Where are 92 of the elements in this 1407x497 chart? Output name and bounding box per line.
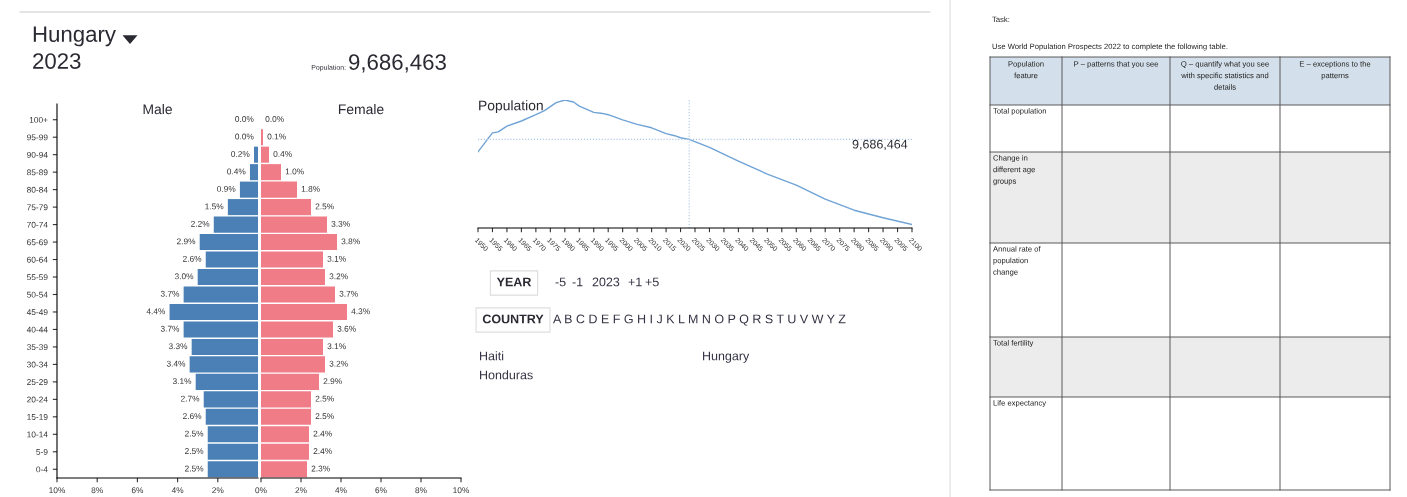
data-label: 0.0%	[265, 116, 284, 122]
data-label: 3.4%	[166, 360, 186, 367]
data-label: 2.6%	[183, 413, 202, 420]
text: +1	[628, 277, 642, 287]
y-tick-label: 95-99	[27, 134, 48, 141]
data-label: 0.4%	[227, 168, 246, 175]
data-label: 3.8%	[341, 238, 360, 245]
y-tick-label: 75-79	[27, 204, 48, 211]
y-tick-label: 70-74	[27, 221, 48, 228]
text: 2023	[33, 53, 81, 69]
text: A B C D E F G H I J K L M N O P Q R S T U V W Y Z	[553, 314, 846, 326]
data-label: 2.5%	[315, 203, 334, 210]
data-label: 2.3%	[311, 465, 330, 472]
x-tick-label: 10%	[49, 487, 66, 494]
x-tick-label: 6%	[375, 487, 387, 494]
data-label: 3.0%	[174, 273, 194, 280]
data-label: 2.6%	[183, 255, 202, 262]
y-tick-label: 85-89	[27, 169, 48, 176]
data-label: 2.5%	[315, 413, 334, 420]
text: +5	[645, 277, 659, 287]
data-label: 0.0%	[235, 133, 254, 140]
data-label: 0.0%	[235, 116, 254, 122]
data-label: 2.5%	[315, 395, 334, 402]
data-label: 2.5%	[185, 448, 204, 455]
text: COUNTRY	[482, 314, 544, 324]
y-tick-label: 65-69	[27, 239, 48, 246]
text: -1	[572, 277, 583, 287]
data-label: 3.3%	[168, 343, 188, 350]
y-tick-label: 20-24	[27, 396, 48, 403]
y-tick-label: 50-54	[26, 291, 48, 298]
x-tick-label: 4%	[171, 487, 184, 494]
data-label: 2.5%	[185, 465, 204, 472]
data-label: 1.0%	[285, 168, 304, 175]
data-label: 3.2%	[329, 273, 348, 280]
chart-title: Population	[479, 100, 543, 114]
y-tick-label: 60-64	[27, 256, 48, 263]
data-label: 3.7%	[160, 290, 180, 297]
data-label: 2.5%	[185, 430, 204, 437]
data-label: 0.2%	[231, 151, 250, 157]
text: Hungary	[33, 26, 116, 47]
data-label: 3.1%	[327, 255, 346, 262]
data-label: 1.5%	[205, 203, 224, 210]
data-label: 2.4%	[313, 430, 332, 437]
y-tick-label: 10-14	[27, 431, 48, 438]
x-tick-label: 8%	[415, 487, 427, 494]
x-tick-label: 6%	[131, 487, 144, 494]
y-tick-label: 40-44	[26, 326, 48, 333]
data-label: 3.6%	[337, 325, 356, 332]
data-label: 3.7%	[339, 290, 358, 297]
y-tick-label: 30-34	[26, 361, 48, 368]
text: 9,686,463	[349, 54, 446, 73]
data-label: 3.3%	[331, 220, 350, 227]
y-tick-label: 35-39	[26, 344, 48, 351]
data-label: 3.7%	[160, 325, 180, 332]
data-label: 2.2%	[191, 220, 210, 227]
text: -5	[555, 277, 566, 287]
chart-title: Female	[338, 104, 384, 115]
text: YEAR	[496, 277, 532, 287]
y-tick-label: 25-29	[27, 379, 48, 385]
text: Hungary	[703, 351, 750, 363]
y-tick-label: 0-4	[36, 466, 48, 473]
chart-title: Male	[143, 104, 172, 115]
y-tick-label: 80-84	[27, 186, 48, 193]
data-label: 2.9%	[176, 238, 196, 245]
data-label: 3.1%	[172, 378, 192, 385]
data-label: 0.4%	[273, 151, 292, 157]
x-tick-label: 2%	[212, 487, 224, 494]
text: 2023	[592, 277, 620, 287]
y-tick-label: 100+	[29, 116, 48, 123]
y-tick-label: 90-94	[27, 151, 48, 158]
text: Honduras	[480, 370, 533, 380]
annotation: 9,686,464	[852, 139, 908, 151]
data-label: 1.8%	[301, 185, 320, 192]
x-tick-label: 2%	[295, 487, 307, 494]
text: Haiti	[480, 351, 504, 361]
x-tick-label: 4%	[335, 487, 347, 494]
data-label: 2.9%	[323, 378, 342, 385]
y-tick-label: 15-19	[27, 414, 48, 420]
y-tick-label: 45-49	[26, 309, 48, 316]
data-label: 0.1%	[267, 133, 286, 140]
data-label: 2.7%	[180, 395, 200, 402]
data-label: 0.9%	[217, 185, 236, 192]
data-label: 3.2%	[329, 360, 348, 367]
y-tick-label: 5-9	[36, 448, 48, 455]
x-tick-label: 8%	[91, 487, 103, 494]
data-label: 4.3%	[351, 308, 370, 315]
x-tick-label: 0%	[255, 487, 267, 494]
data-label: 4.4%	[146, 308, 166, 315]
y-tick-label: 55-59	[26, 274, 48, 281]
x-tick-label: 10%	[453, 487, 470, 494]
data-label: 2.4%	[313, 448, 332, 454]
data-label: 3.1%	[327, 343, 346, 350]
